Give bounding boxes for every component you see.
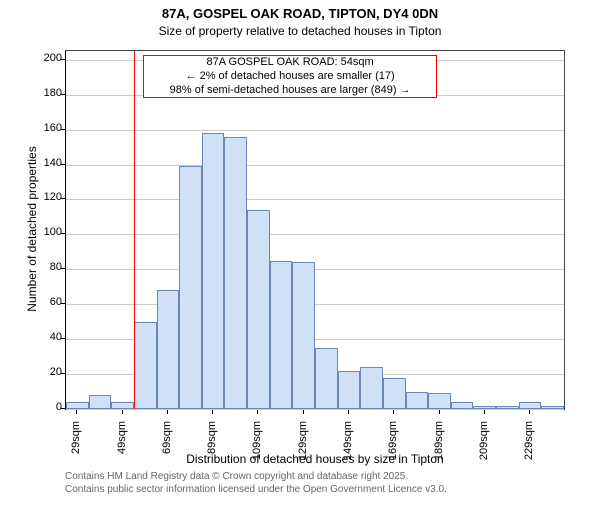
histogram-bar [89, 395, 112, 409]
gridline [66, 269, 564, 270]
y-tick-label: 160 [12, 122, 62, 134]
annotation-line: 87A GOSPEL OAK ROAD: 54sqm [144, 56, 436, 70]
x-tick-label: 229sqm [523, 421, 535, 521]
chart-container: 87A, GOSPEL OAK ROAD, TIPTON, DY4 0DN Si… [0, 0, 600, 500]
x-tick-label: 69sqm [161, 421, 173, 521]
x-tick [484, 410, 485, 414]
annotation-line: ← 2% of detached houses are smaller (17) [144, 70, 436, 84]
histogram-bar [66, 402, 89, 409]
x-tick-label: 109sqm [251, 421, 263, 521]
x-tick [76, 410, 77, 414]
gridline [66, 165, 564, 166]
gridline [66, 304, 564, 305]
y-tick-label: 20 [12, 366, 62, 378]
histogram-bar [111, 402, 134, 409]
histogram-bar [383, 378, 406, 409]
x-tick-label: 89sqm [206, 421, 218, 521]
histogram-bar [134, 322, 157, 409]
x-tick [122, 410, 123, 414]
x-tick-label: 29sqm [70, 421, 82, 521]
histogram-bar [157, 290, 180, 409]
histogram-bar [428, 393, 451, 409]
plot-area: 87A GOSPEL OAK ROAD: 54sqm← 2% of detach… [65, 50, 565, 410]
histogram-bar [451, 402, 474, 409]
gridline [66, 234, 564, 235]
histogram-bar [179, 166, 202, 409]
histogram-bar [315, 348, 338, 409]
x-tick-label: 129sqm [297, 421, 309, 521]
gridline [66, 409, 564, 410]
histogram-bar [247, 210, 270, 409]
x-tick-label: 149sqm [342, 421, 354, 521]
histogram-bar [224, 137, 247, 409]
y-tick-label: 80 [12, 261, 62, 273]
x-tick-label: 49sqm [116, 421, 128, 521]
annotation-box: 87A GOSPEL OAK ROAD: 54sqm← 2% of detach… [143, 55, 437, 98]
histogram-bar [519, 402, 542, 409]
histogram-bar [406, 392, 429, 409]
histogram-bar [360, 367, 383, 409]
y-tick-label: 100 [12, 226, 62, 238]
x-tick-label: 189sqm [433, 421, 445, 521]
histogram-bar [541, 406, 564, 409]
gridline [66, 199, 564, 200]
x-tick [393, 410, 394, 414]
histogram-bar [473, 406, 496, 409]
x-tick [529, 410, 530, 414]
x-tick [167, 410, 168, 414]
y-tick-label: 40 [12, 331, 62, 343]
x-tick-label: 209sqm [478, 421, 490, 521]
y-tick-label: 0 [12, 401, 62, 413]
y-tick-label: 120 [12, 191, 62, 203]
chart-title: 87A, GOSPEL OAK ROAD, TIPTON, DY4 0DN [0, 6, 600, 21]
histogram-bar [338, 371, 361, 409]
y-tick-label: 140 [12, 157, 62, 169]
x-axis-label: Distribution of detached houses by size … [65, 452, 565, 466]
x-tick [257, 410, 258, 414]
histogram-bar [292, 262, 315, 409]
reference-line [134, 51, 135, 409]
histogram-bar [496, 406, 519, 409]
x-tick [348, 410, 349, 414]
histogram-bar [202, 133, 225, 409]
y-tick-label: 180 [12, 87, 62, 99]
annotation-line: 98% of semi-detached houses are larger (… [144, 84, 436, 98]
x-tick [303, 410, 304, 414]
gridline [66, 130, 564, 131]
x-tick [212, 410, 213, 414]
chart-subtitle: Size of property relative to detached ho… [0, 24, 600, 38]
x-tick [439, 410, 440, 414]
histogram-bar [270, 261, 293, 409]
x-tick-label: 169sqm [387, 421, 399, 521]
y-tick-label: 200 [12, 52, 62, 64]
y-tick-label: 60 [12, 296, 62, 308]
